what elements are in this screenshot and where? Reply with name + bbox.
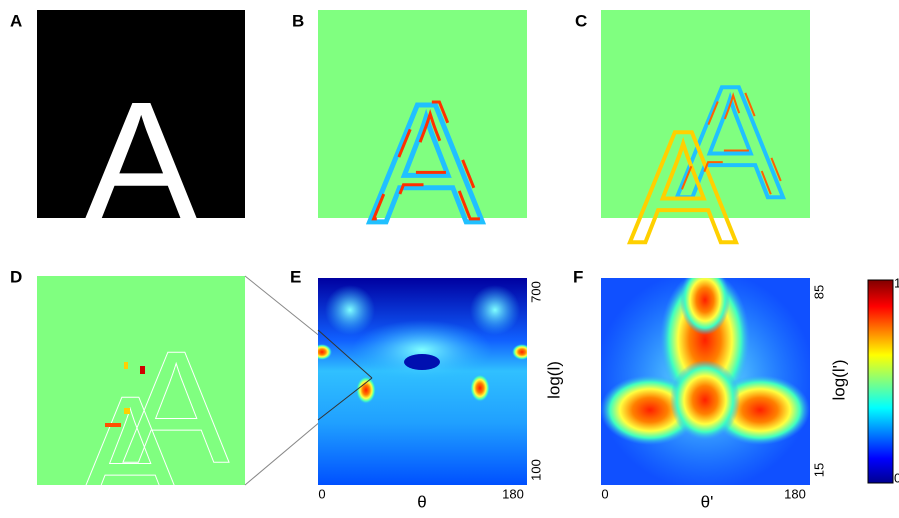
y-tick-label: 85 bbox=[811, 285, 826, 299]
panel-label: D bbox=[10, 267, 22, 286]
letter: A bbox=[84, 67, 198, 257]
panel-label: C bbox=[575, 11, 587, 30]
image bbox=[312, 278, 532, 485]
panel-label: A bbox=[10, 11, 22, 30]
figure: A A B A A C A A A D A A E 0 180 θ 700 10… bbox=[0, 0, 899, 513]
x-axis-label: θ bbox=[417, 492, 426, 511]
colorbar-tick-label: 0 bbox=[894, 470, 899, 485]
panel-label: B bbox=[292, 11, 304, 30]
x-axis-label: θ' bbox=[701, 492, 714, 511]
letter: A bbox=[77, 362, 184, 513]
spot bbox=[140, 366, 145, 374]
x-tick-label: 180 bbox=[502, 486, 524, 501]
y-axis-label: log(l') bbox=[829, 359, 848, 400]
y-tick-label: 700 bbox=[528, 281, 543, 303]
spot bbox=[124, 408, 130, 414]
spot bbox=[105, 423, 121, 427]
colorbar bbox=[868, 280, 893, 483]
colorbar-tick-label: 1 bbox=[894, 275, 899, 290]
x-tick-label: 180 bbox=[784, 486, 806, 501]
panel-label: E bbox=[290, 267, 301, 286]
letter: A bbox=[373, 66, 487, 256]
spot bbox=[124, 362, 128, 369]
x-tick-label: 0 bbox=[318, 486, 325, 501]
x-tick-label: 0 bbox=[601, 486, 608, 501]
y-tick-label: 100 bbox=[528, 459, 543, 481]
y-axis-label: log(l) bbox=[544, 361, 563, 399]
panel-label: F bbox=[573, 267, 583, 286]
letter: A bbox=[680, 49, 787, 228]
y-tick-label: 15 bbox=[811, 463, 826, 477]
image bbox=[595, 265, 815, 490]
